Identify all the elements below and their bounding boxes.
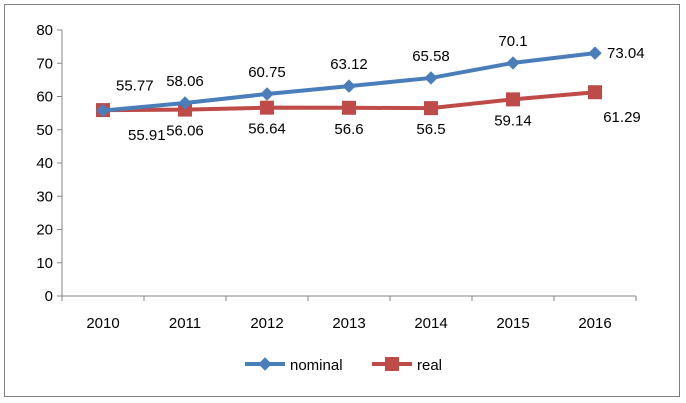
y-tick-label: 60 — [36, 89, 53, 106]
nominal-data-label: 63.12 — [330, 56, 368, 73]
x-tick-label: 2015 — [496, 315, 529, 332]
real-data-label: 56.6 — [334, 121, 363, 138]
nominal-data-label: 73.04 — [607, 45, 645, 62]
nominal-marker — [260, 87, 274, 101]
nominal-data-label: 70.1 — [498, 33, 527, 50]
legend-item-nominal: nominal — [245, 357, 343, 374]
nominal-marker — [342, 79, 356, 93]
real-marker — [588, 85, 602, 100]
y-tick-label: 70 — [36, 55, 53, 72]
real-data-label: 55.91 — [128, 127, 166, 144]
axes: 0 10 20 30 40 50 60 70 80 2010 2011 2012 2013 2014 201… — [36, 22, 637, 332]
y-tick-label: 80 — [36, 22, 53, 39]
x-tick-label: 2013 — [332, 315, 365, 332]
y-tick-label: 0 — [45, 288, 53, 305]
legend-real-marker — [385, 357, 399, 371]
nominal-data-label: 60.75 — [248, 64, 286, 81]
y-tick-label: 20 — [36, 222, 53, 239]
legend-real-label: real — [417, 357, 442, 374]
y-tick-label: 40 — [36, 155, 53, 172]
legend-nominal-label: nominal — [290, 357, 343, 374]
y-tick-label: 10 — [36, 255, 53, 272]
real-data-label: 61.29 — [603, 109, 641, 126]
x-tick-label: 2010 — [86, 315, 119, 332]
real-marker — [342, 100, 356, 115]
legend-item-real: real — [372, 357, 442, 374]
nominal-data-label: 55.77 — [116, 78, 154, 95]
x-tick-label: 2016 — [578, 315, 611, 332]
legend: nominal real — [245, 357, 442, 374]
nominal-data-label: 65.58 — [412, 48, 450, 65]
series-layer — [96, 46, 602, 118]
real-data-label: 56.5 — [416, 121, 445, 138]
chart-frame — [4, 4, 680, 397]
real-marker — [506, 92, 520, 107]
nominal-marker — [588, 46, 602, 60]
nominal-data-label: 58.06 — [166, 73, 204, 90]
nominal-marker — [96, 103, 110, 118]
y-tick-label: 50 — [36, 122, 53, 139]
x-tick-label: 2014 — [414, 315, 447, 332]
real-data-label: 56.64 — [248, 121, 286, 138]
real-data-label: 56.06 — [166, 123, 204, 140]
x-tick-label: 2012 — [250, 315, 283, 332]
legend-nominal-marker — [258, 357, 272, 371]
real-marker — [424, 101, 438, 116]
nominal-marker — [424, 71, 438, 85]
y-tick-label: 30 — [36, 188, 53, 205]
x-tick-label: 2011 — [169, 315, 201, 332]
nominal-marker — [506, 56, 520, 70]
real-marker — [260, 100, 274, 115]
series-nominal — [96, 46, 602, 118]
real-data-label: 59.14 — [494, 112, 532, 129]
nominal-marker — [178, 96, 192, 110]
